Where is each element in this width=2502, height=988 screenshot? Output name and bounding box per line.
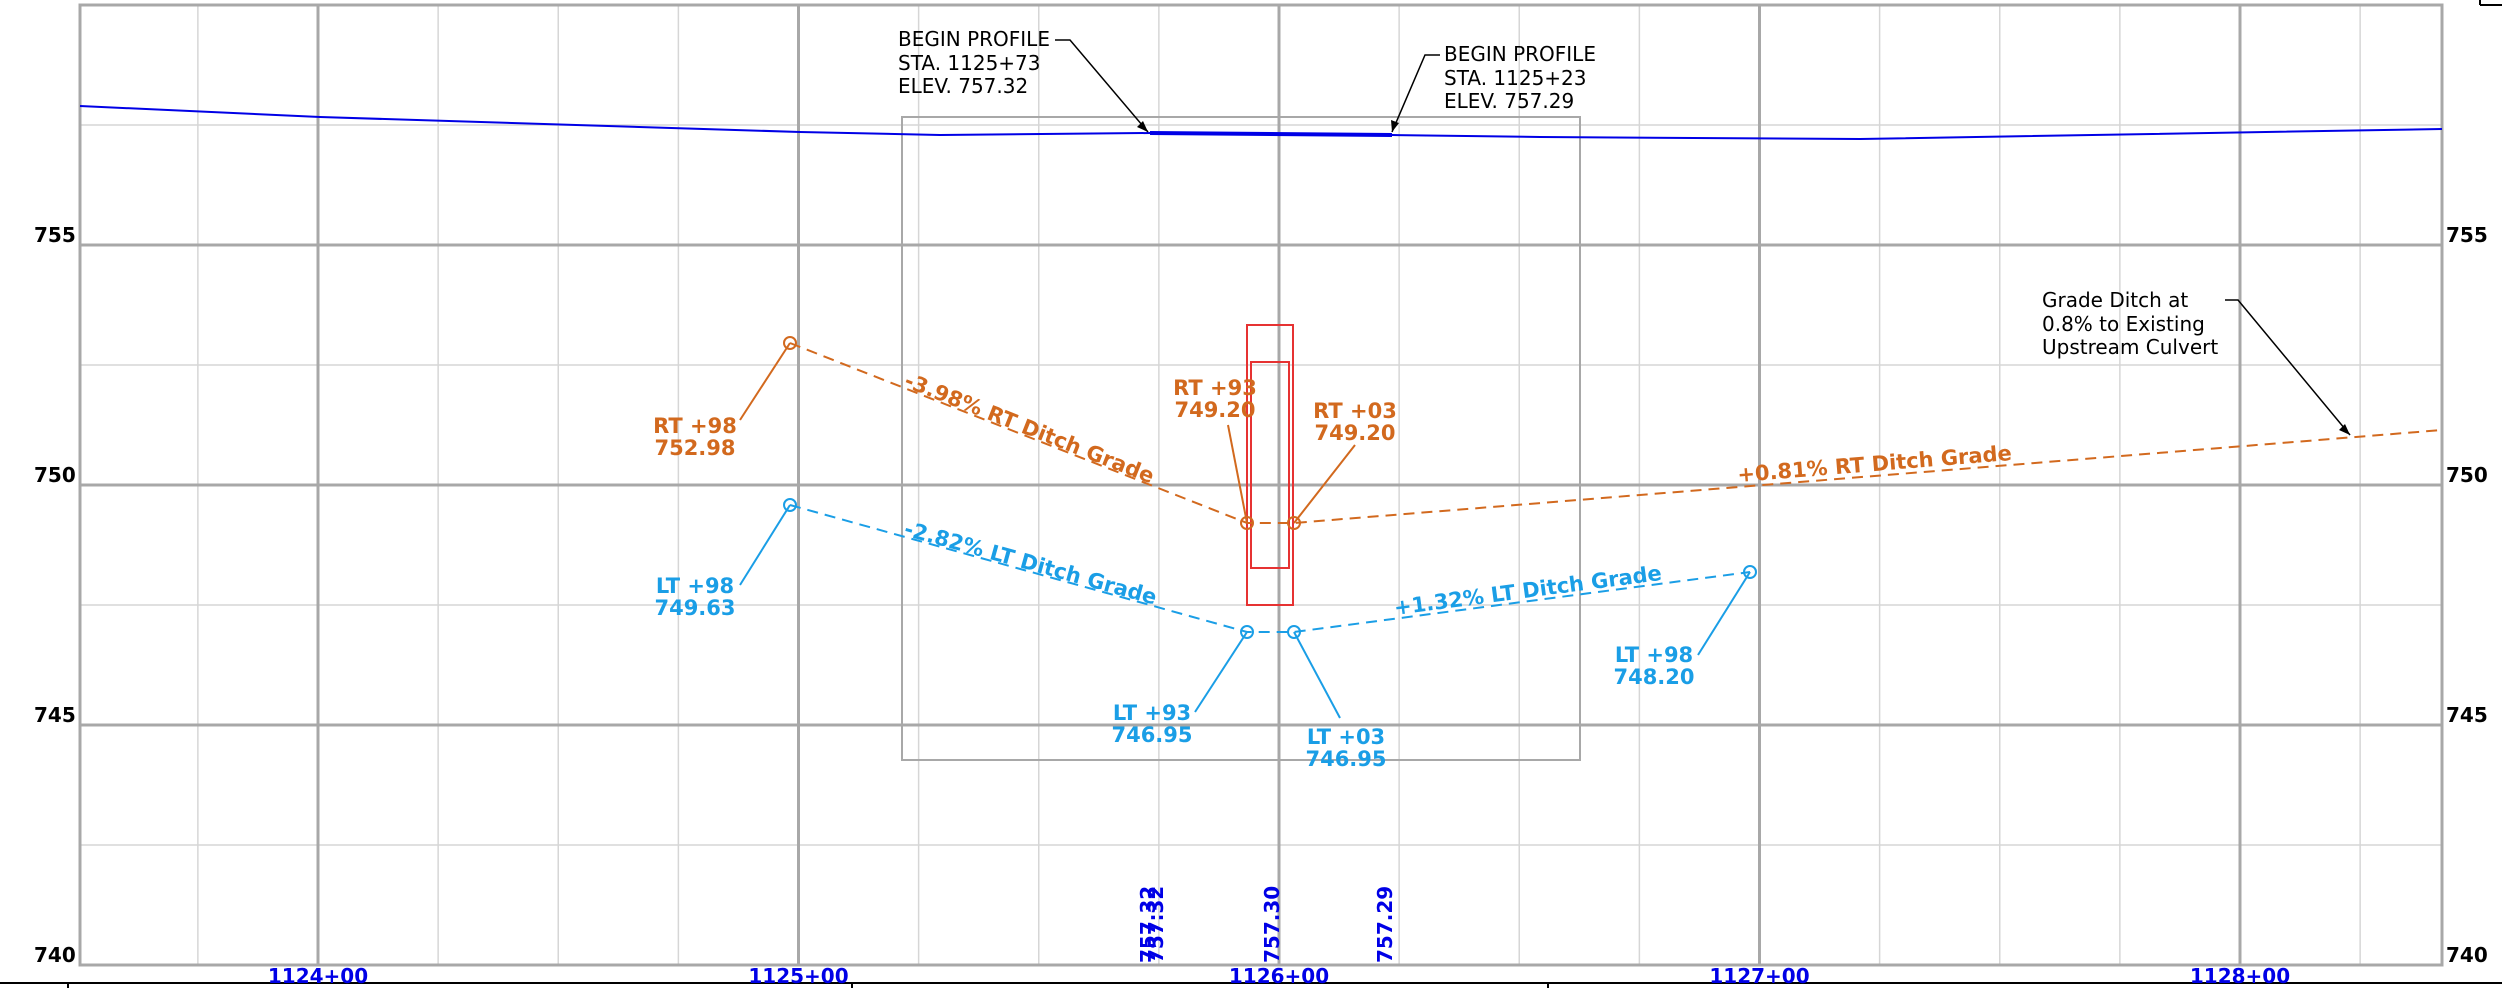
lt-point-elev: 748.20 — [1613, 665, 1694, 689]
rt-leader — [1293, 444, 1356, 524]
begin-profile-2-line3: ELEV. 757.29 — [1444, 89, 1574, 113]
lt-point-station: LT +93 — [1113, 701, 1191, 725]
rt-right-grade-label: +0.81% RT Ditch Grade — [1736, 441, 2012, 487]
elevation-tick-right: 740 — [2446, 943, 2488, 967]
begin-profile-segment — [1149, 131, 1393, 137]
rt-leader — [1227, 424, 1248, 524]
station-tick: 1124+00 — [268, 964, 368, 988]
bottom-elev-label: 757.29 — [1373, 886, 1397, 963]
culvert-outer — [1246, 324, 1294, 606]
station-tick: 1128+00 — [2190, 964, 2290, 988]
rt-point-marker — [783, 336, 797, 350]
elevation-tick-right: 755 — [2446, 223, 2488, 247]
elevation-tick-right: 745 — [2446, 703, 2488, 727]
lt-point-marker — [1240, 625, 1254, 639]
station-tick: 1126+00 — [1229, 964, 1329, 988]
begin-profile-1-leader — [1055, 39, 1149, 133]
begin-profile-1-line2: STA. 1125+73 — [898, 51, 1041, 75]
rt-point-marker — [1240, 516, 1254, 530]
begin-profile-2-line2: STA. 1125+23 — [1444, 66, 1587, 90]
detail-box — [901, 116, 1581, 761]
lt-point-elev: 749.63 — [654, 596, 735, 620]
rt-point-elev: 749.20 — [1174, 398, 1255, 422]
lt-leader — [1293, 631, 1341, 719]
bottom-elev-label: 757.30 — [1260, 886, 1284, 963]
lt-right-grade-label: +1.32% LT Ditch Grade — [1393, 561, 1664, 620]
lt-leader — [1697, 571, 1751, 656]
rt-point-station: RT +03 — [1313, 399, 1397, 423]
begin-profile-2-line1: BEGIN PROFILE — [1444, 42, 1596, 66]
culvert-inner — [1250, 361, 1290, 569]
grade-note-line3: Upstream Culvert — [2042, 335, 2218, 359]
lt-leader — [1194, 631, 1248, 713]
rt-point-station: RT +98 — [653, 414, 737, 438]
lt-point-marker — [1743, 565, 1757, 579]
station-axis: 1124+00 1125+00 1126+00 1127+00 1128+00 — [268, 964, 2290, 988]
rt-left-grade-label: -3.98% RT Ditch Grade — [901, 368, 1157, 488]
station-tick: 1127+00 — [1709, 964, 1809, 988]
arrowhead — [2339, 424, 2350, 435]
bottom-elev-label: 757.32 — [1136, 886, 1160, 963]
station-tick: 1125+00 — [748, 964, 848, 988]
rt-point-elev: 752.98 — [654, 436, 735, 460]
lt-leader — [739, 504, 791, 586]
lt-left-grade-label: -2.82% LT Ditch Grade — [902, 517, 1160, 610]
elevation-tick-left: 750 — [34, 463, 76, 487]
elevation-tick-left: 745 — [34, 703, 76, 727]
lt-point-marker — [1287, 625, 1301, 639]
rt-point-marker — [1287, 516, 1301, 530]
bottom-elev-label: 757.32 — [1144, 886, 1168, 963]
grade-note-line2: 0.8% to Existing — [2042, 312, 2205, 336]
rt-point-station: RT +93 — [1173, 376, 1257, 400]
begin-profile-2-leader — [1391, 54, 1440, 133]
lt-point-station: LT +03 — [1307, 725, 1385, 749]
elevation-axis-left: 755 750 745 740 — [34, 223, 76, 967]
elevation-tick-right: 750 — [2446, 463, 2488, 487]
grade-note-line1: Grade Ditch at — [2042, 288, 2188, 312]
rt-point-elev: 749.20 — [1314, 421, 1395, 445]
lt-point-elev: 746.95 — [1305, 747, 1386, 771]
lt-point-marker — [783, 498, 797, 512]
arrowhead — [1391, 120, 1399, 132]
lt-point-station: LT +98 — [1615, 643, 1693, 667]
begin-profile-1-line3: ELEV. 757.32 — [898, 74, 1028, 98]
plot-frame — [78, 3, 2444, 967]
elevation-tick-left: 740 — [34, 943, 76, 967]
lt-ditch-line — [789, 504, 1751, 633]
lt-point-station: LT +98 — [656, 574, 734, 598]
elevation-axis-right: 755 750 745 740 — [2446, 223, 2488, 967]
lt-point-elev: 746.95 — [1111, 723, 1192, 747]
begin-profile-1-line1: BEGIN PROFILE — [898, 27, 1050, 51]
elevation-tick-left: 755 — [34, 223, 76, 247]
major-grid — [80, 3, 2442, 967]
rt-leader — [739, 342, 791, 421]
grade-note-leader — [2225, 299, 2351, 436]
arrowhead — [1137, 121, 1148, 132]
rt-ditch-line — [789, 342, 2443, 524]
